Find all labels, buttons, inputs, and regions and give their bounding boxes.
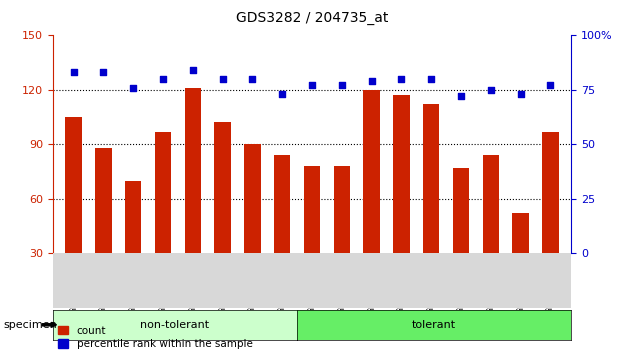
Text: tolerant: tolerant — [412, 320, 456, 330]
Point — [158, 76, 168, 82]
Point — [486, 87, 496, 93]
Point — [278, 91, 288, 97]
Point — [545, 82, 555, 88]
Legend: count, percentile rank within the sample: count, percentile rank within the sample — [58, 326, 253, 349]
Bar — [95, 148, 112, 308]
Bar — [363, 90, 380, 308]
Point — [248, 76, 258, 82]
Point — [366, 78, 376, 84]
Bar — [512, 213, 529, 308]
Point — [337, 82, 347, 88]
Point — [218, 76, 228, 82]
Bar — [542, 132, 559, 308]
Bar — [483, 155, 499, 308]
Bar — [214, 122, 231, 308]
Bar — [65, 117, 82, 308]
Bar — [274, 155, 291, 308]
Point — [69, 70, 79, 75]
Bar — [304, 166, 320, 308]
Bar — [453, 168, 469, 308]
Text: GDS3282 / 204735_at: GDS3282 / 204735_at — [236, 11, 388, 25]
Bar — [125, 181, 142, 308]
Point — [307, 82, 317, 88]
Point — [426, 76, 436, 82]
Bar — [244, 144, 261, 308]
Bar — [423, 104, 440, 308]
Bar — [333, 166, 350, 308]
Text: specimen: specimen — [3, 320, 57, 330]
Point — [129, 85, 138, 91]
Point — [396, 76, 406, 82]
Point — [515, 91, 525, 97]
Bar — [155, 132, 171, 308]
Bar — [393, 95, 410, 308]
Point — [456, 93, 466, 99]
Point — [99, 70, 109, 75]
Point — [188, 67, 198, 73]
Text: non-tolerant: non-tolerant — [140, 320, 209, 330]
Bar — [184, 88, 201, 308]
